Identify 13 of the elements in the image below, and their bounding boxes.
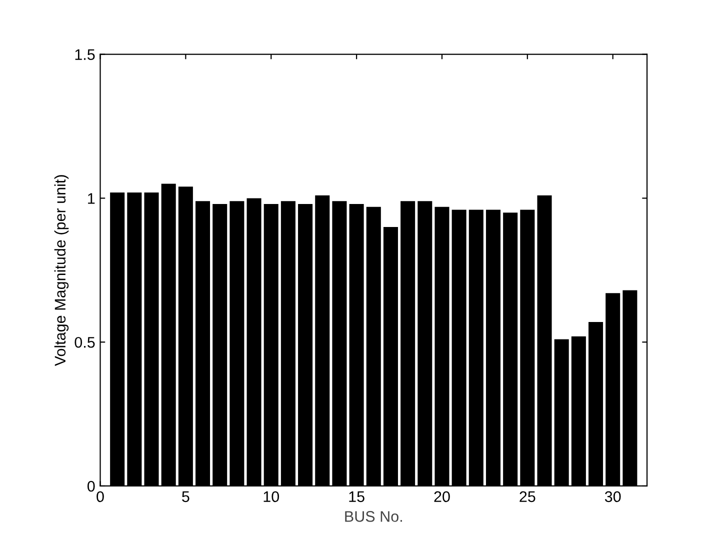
x-tick-label: 5 bbox=[182, 491, 190, 502]
y-tick-label: 0.5 bbox=[74, 336, 95, 348]
x-tick-label: 20 bbox=[434, 491, 450, 502]
x-tick-label: 0 bbox=[96, 491, 104, 502]
x-tick-label: 10 bbox=[264, 491, 280, 502]
x-tick-label: 30 bbox=[604, 491, 621, 502]
x-tick-label: 15 bbox=[349, 491, 364, 502]
y-axis-title: Voltage Magnitude (per unit) bbox=[54, 175, 69, 366]
y-tick-label: 1.5 bbox=[75, 49, 95, 60]
x-axis-title: BUS No. bbox=[345, 511, 402, 522]
y-tick-label: 1 bbox=[88, 193, 95, 204]
y-tick-label: 0 bbox=[87, 480, 95, 492]
x-tick-label: 25 bbox=[520, 491, 536, 502]
